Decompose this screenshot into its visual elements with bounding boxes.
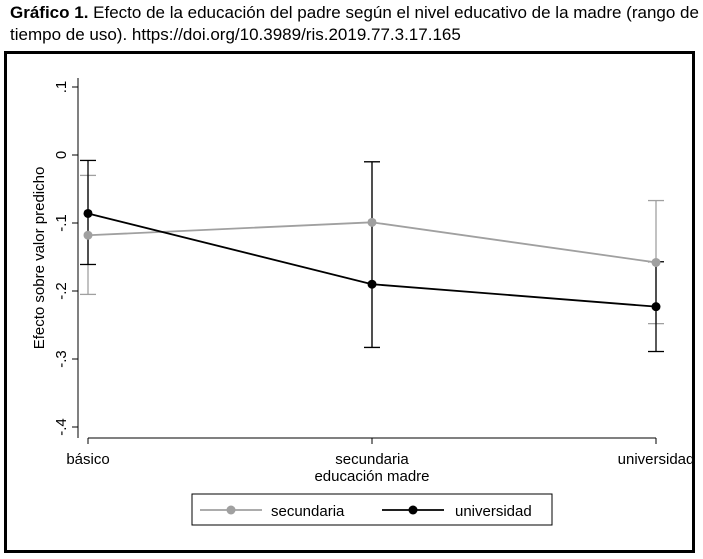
chart-frame xyxy=(4,51,695,553)
x-tick-label: básico xyxy=(66,451,109,468)
y-tick-label: -.1 xyxy=(53,214,70,232)
caption-text: Efecto de la educación del padre según e… xyxy=(10,3,699,44)
legend-marker-secundaria xyxy=(226,505,236,515)
y-tick-label: -.3 xyxy=(53,350,70,368)
x-tick-label: universidad xyxy=(618,451,695,468)
legend-label-universidad: universidad xyxy=(455,503,532,520)
data-point-secundaria xyxy=(83,230,93,240)
x-axis-title: educación madre xyxy=(314,468,429,485)
y-tick-label: -.4 xyxy=(53,418,70,436)
data-point-secundaria xyxy=(651,257,661,267)
legend-marker-universidad xyxy=(408,505,418,515)
y-axis-title: Efecto sobre valor predicho xyxy=(31,167,48,350)
data-point-secundaria xyxy=(367,217,377,227)
legend-label-secundaria: secundaria xyxy=(271,503,345,520)
x-tick-label: secundaria xyxy=(335,451,409,468)
y-tick-label: 0 xyxy=(53,151,70,159)
y-tick-label: -.2 xyxy=(53,282,70,300)
data-point-universidad xyxy=(83,208,93,218)
caption-label: Gráfico 1. xyxy=(10,3,89,22)
data-point-universidad xyxy=(367,279,377,289)
y-tick-label: .1 xyxy=(53,81,70,94)
data-point-universidad xyxy=(651,302,661,312)
figure-caption: Gráfico 1. Efecto de la educación del pa… xyxy=(10,2,700,46)
